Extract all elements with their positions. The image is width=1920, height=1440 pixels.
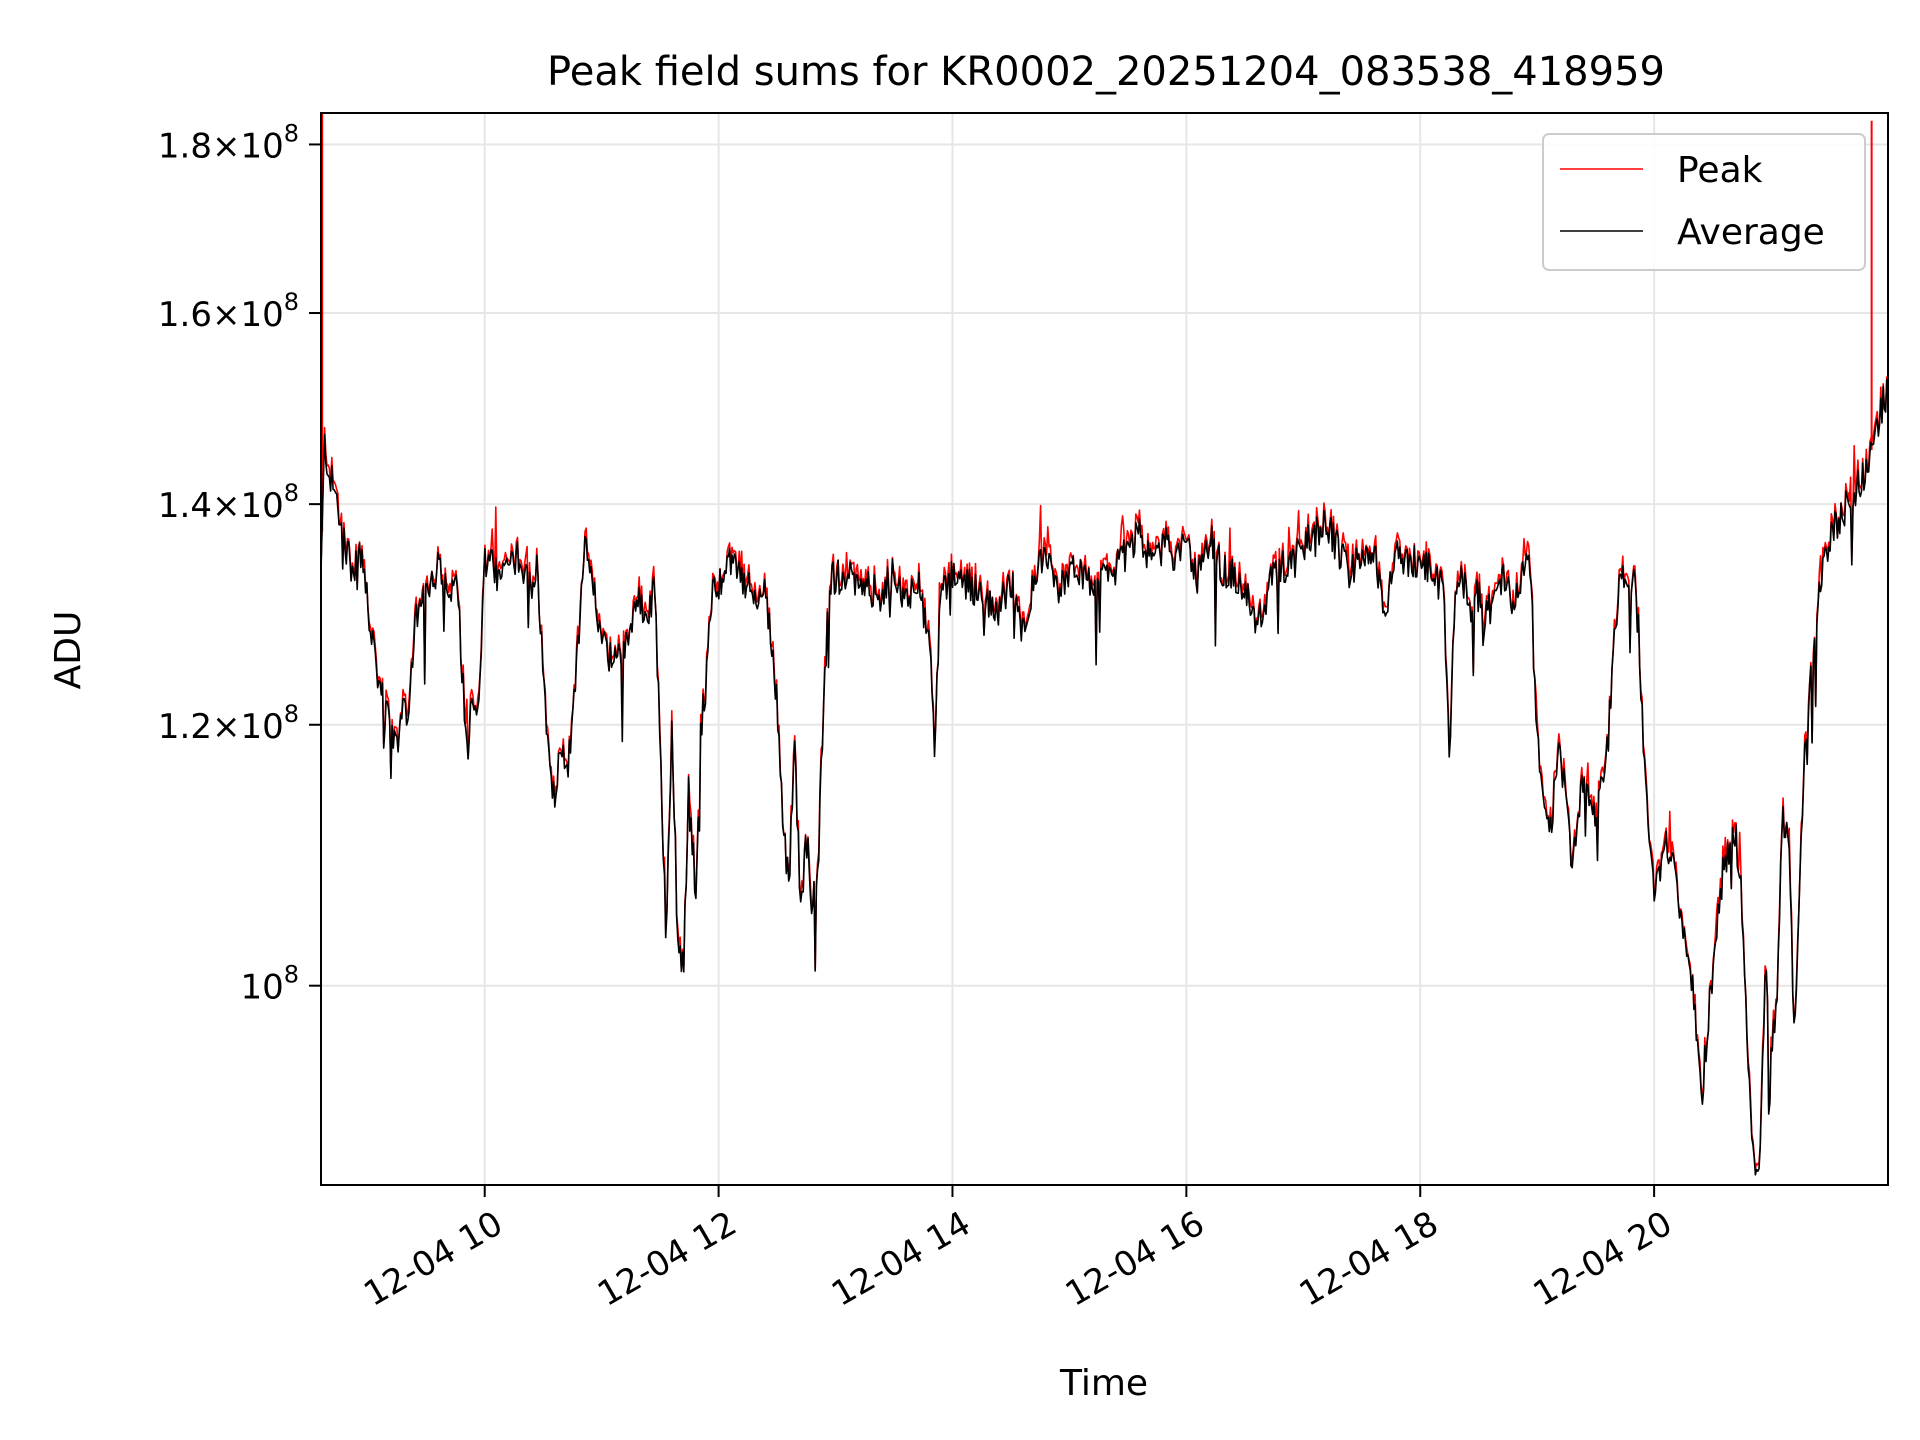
- chart-title: Peak field sums for KR0002_20251204_0835…: [547, 49, 1665, 95]
- y-tick-exponent: 8: [284, 479, 299, 507]
- legend: Peak Average: [1542, 133, 1866, 271]
- series-line-average: [320, 378, 1889, 1176]
- legend-box: [1542, 133, 1866, 271]
- plot-lines: [320, 113, 1889, 1176]
- y-tick-mantissa: 1.4×10: [158, 486, 284, 526]
- y-tick-label: 1.6×108: [158, 288, 299, 335]
- y-axis-label: ADU: [48, 611, 89, 690]
- legend-label-average: Average: [1677, 212, 1825, 253]
- y-tick-mantissa: 1.8×10: [158, 126, 284, 166]
- y-tick-mantissa: 1.2×10: [158, 707, 284, 747]
- y-tick-label: 1.2×108: [158, 700, 299, 747]
- y-tick-exponent: 8: [284, 288, 299, 316]
- y-tick-mantissa: 10: [240, 968, 283, 1008]
- x-axis-label: Time: [1059, 1363, 1148, 1404]
- y-tick-label: 1.4×108: [158, 479, 299, 526]
- plot-area-frame: [320, 112, 1889, 1186]
- legend-label-peak: Peak: [1677, 150, 1763, 191]
- y-tick-exponent: 8: [284, 700, 299, 728]
- y-tick-mantissa: 1.6×10: [158, 295, 284, 335]
- y-tick-label: 108: [240, 961, 299, 1008]
- y-tick-label: 1.8×108: [158, 119, 299, 166]
- y-tick-exponent: 8: [284, 961, 299, 989]
- y-tick-exponent: 8: [284, 119, 299, 147]
